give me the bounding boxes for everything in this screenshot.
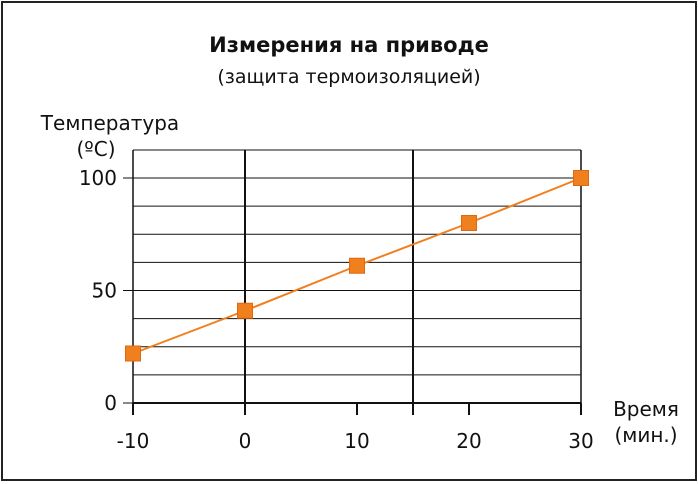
chart-subtitle: (защита термоизоляцией) xyxy=(217,66,480,88)
data-point-marker xyxy=(461,215,477,231)
y-axis-label-line1: Температура xyxy=(40,111,179,135)
x-tick-label: 0 xyxy=(239,429,252,453)
x-tick-label: -10 xyxy=(117,429,150,453)
data-point-marker xyxy=(349,257,365,274)
y-tick-label: 0 xyxy=(104,391,117,415)
grid xyxy=(123,149,582,415)
series-layer xyxy=(125,170,589,362)
y-axis-label-line2: (ºC) xyxy=(77,137,116,161)
x-tick-label: 20 xyxy=(456,429,481,453)
x-axis-label-line2: (мин.) xyxy=(614,423,677,447)
y-tick-label: 100 xyxy=(79,166,117,190)
x-tick-label: 10 xyxy=(344,429,369,453)
chart-title: Измерения на приводе xyxy=(209,33,489,57)
x-axis-label-line1: Время xyxy=(613,397,679,421)
x-tick-label: 30 xyxy=(568,429,593,453)
data-point-marker xyxy=(573,170,589,186)
data-point-marker xyxy=(237,302,253,319)
data-point-marker xyxy=(125,345,141,362)
y-tick-label: 50 xyxy=(92,279,117,303)
